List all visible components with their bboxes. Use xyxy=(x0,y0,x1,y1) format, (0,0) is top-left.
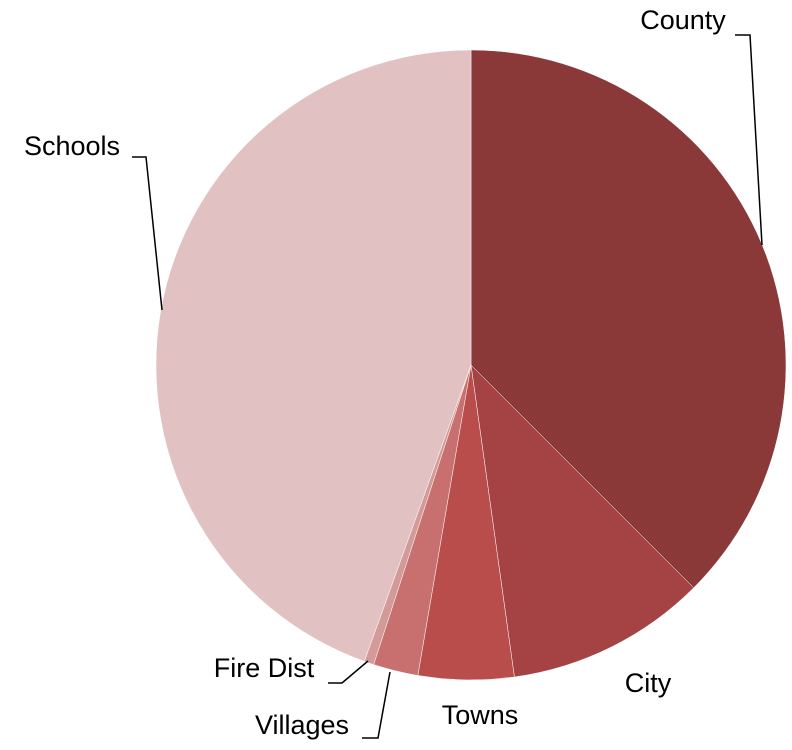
slice-label: Villages xyxy=(255,710,349,740)
leader-line xyxy=(735,34,763,246)
slice-label: City xyxy=(625,668,672,698)
slice-label: Towns xyxy=(442,700,519,730)
slice-label: Schools xyxy=(24,131,120,161)
leader-line xyxy=(328,660,369,684)
pie-slice xyxy=(155,49,472,662)
leader-line xyxy=(132,156,163,311)
slice-label: Fire Dist xyxy=(214,653,315,683)
leader-line xyxy=(362,671,391,739)
pie-slice xyxy=(470,364,695,678)
slice-label: County xyxy=(640,5,726,35)
